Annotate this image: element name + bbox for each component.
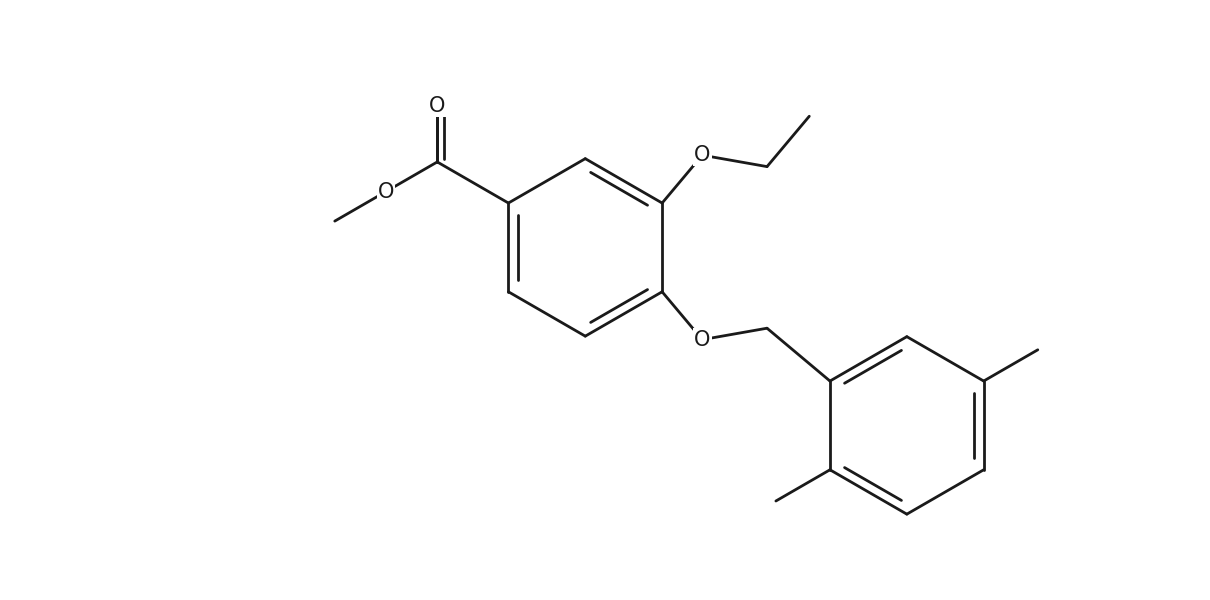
Text: O: O xyxy=(695,145,710,165)
Text: O: O xyxy=(695,329,710,350)
Text: O: O xyxy=(378,182,394,202)
Text: O: O xyxy=(430,96,445,116)
